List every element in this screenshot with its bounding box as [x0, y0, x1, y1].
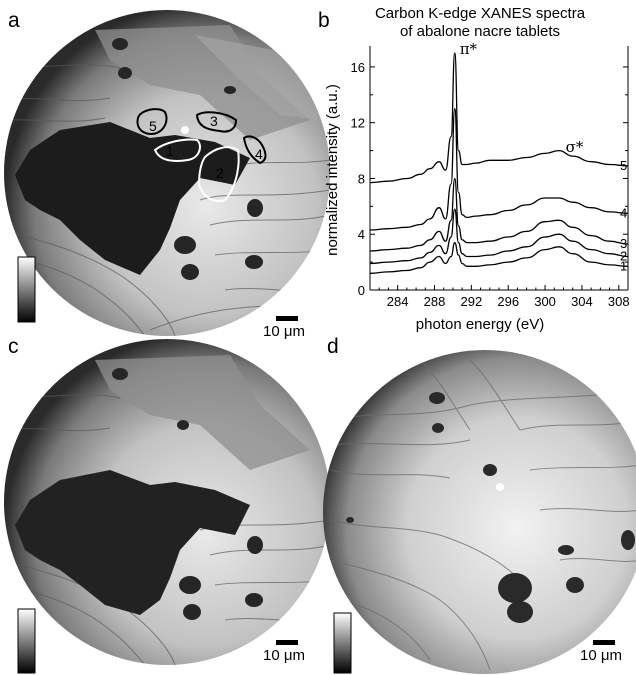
panel-letter-d: d [327, 335, 339, 358]
panel-letter-c: c [8, 335, 19, 358]
spectrum-label-1: 1 [620, 258, 627, 273]
micrograph-c [4, 339, 330, 674]
scalebar-c [276, 640, 298, 645]
roi-5-outline [136, 108, 168, 136]
y-tick-label: 0 [358, 283, 365, 298]
x-tick-label: 308 [608, 294, 630, 309]
micrograph-a: 5 3 4 1 2 [4, 10, 330, 336]
scalebar-a [276, 316, 298, 321]
x-tick-label: 304 [571, 294, 593, 309]
spectrum-line-2 [369, 208, 629, 265]
roi-2-label: 2 [216, 165, 224, 181]
spectrum-line-4 [369, 108, 629, 231]
spectrum-line-3 [369, 177, 629, 252]
y-axis-label: normalized intensity (a.u.) [324, 84, 341, 256]
scalebar-d-label: 10 μm [580, 647, 622, 664]
roi-3-outline [195, 111, 238, 133]
roi-4-outline [242, 135, 267, 165]
roi-2-outline [197, 146, 240, 202]
y-tick-label: 8 [358, 171, 365, 186]
spectrum-label-4: 4 [620, 205, 627, 220]
colorbar-a [17, 256, 36, 323]
chart-title-line-2: of abalone nacre tablets [400, 23, 560, 40]
panel-letter-b: b [318, 9, 330, 32]
peak-annotation-1: σ* [566, 138, 584, 156]
colorbar-d [333, 612, 352, 674]
y-tick-label: 16 [351, 60, 365, 75]
micrograph-d [323, 350, 636, 674]
x-tick-label: 288 [424, 294, 446, 309]
roi-5-label: 5 [149, 118, 157, 134]
x-tick-label: 292 [461, 294, 483, 309]
roi-3-label: 3 [210, 113, 218, 129]
xanes-chart: Carbon K-edge XANES spectra of abalone n… [324, 5, 630, 333]
spectrum-line-1 [369, 241, 629, 274]
x-axis-label: photon energy (eV) [416, 316, 544, 333]
chart-title-line-1: Carbon K-edge XANES spectra [375, 5, 586, 22]
roi-4-label: 4 [255, 146, 263, 162]
roi-1-outline [153, 138, 201, 162]
spectrum-line-5 [369, 52, 629, 184]
x-tick-label: 296 [497, 294, 519, 309]
peak-annotation-0: π* [460, 40, 478, 58]
scalebar-d [593, 640, 615, 645]
roi-1-label: 1 [166, 143, 174, 159]
x-tick-label: 300 [534, 294, 556, 309]
y-tick-label: 12 [351, 116, 365, 131]
colorbar-c [17, 608, 36, 674]
x-tick-label: 284 [387, 294, 409, 309]
scalebar-c-label: 10 μm [263, 647, 305, 664]
spectrum-label-2: 2 [620, 249, 627, 264]
scalebar-a-label: 10 μm [263, 323, 305, 340]
spectrum-label-3: 3 [620, 236, 627, 251]
y-tick-label: 4 [358, 227, 365, 242]
panel-letter-a: a [8, 9, 20, 32]
spectrum-label-5: 5 [620, 158, 627, 173]
